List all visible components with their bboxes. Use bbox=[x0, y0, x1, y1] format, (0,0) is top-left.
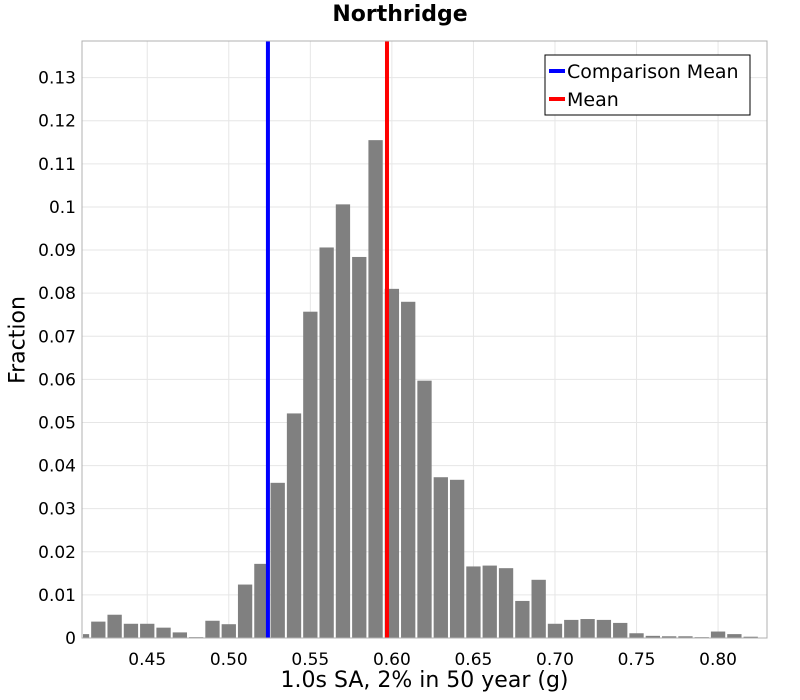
histogram-bar bbox=[498, 568, 514, 638]
histogram-bar bbox=[156, 627, 171, 638]
x-tick-label: 0.45 bbox=[128, 650, 166, 670]
y-tick-label: 0.09 bbox=[38, 241, 76, 261]
histogram-bar bbox=[221, 624, 236, 638]
histogram-bar bbox=[91, 621, 106, 638]
y-tick-label: 0.01 bbox=[38, 586, 76, 606]
histogram-bar bbox=[531, 579, 546, 638]
x-tick-label: 0.80 bbox=[699, 650, 737, 670]
histogram-bar bbox=[335, 204, 351, 638]
histogram-bar bbox=[580, 619, 595, 638]
histogram-bar bbox=[613, 622, 628, 638]
histogram-bar bbox=[629, 633, 644, 638]
histogram-bar bbox=[547, 623, 563, 638]
x-tick-label: 0.55 bbox=[291, 650, 329, 670]
x-tick-label: 0.50 bbox=[210, 650, 248, 670]
histogram-bar bbox=[107, 614, 122, 638]
histogram-bar bbox=[368, 140, 383, 638]
histogram-bar bbox=[205, 620, 220, 638]
x-tick-label: 0.65 bbox=[454, 650, 492, 670]
histogram-bar bbox=[678, 636, 693, 638]
histogram-bar bbox=[352, 256, 367, 638]
histogram-bar bbox=[83, 634, 90, 638]
histogram-bar bbox=[433, 477, 448, 638]
y-tick-label: 0.07 bbox=[38, 327, 76, 347]
histogram-bar bbox=[564, 619, 579, 638]
y-tick-label: 0.13 bbox=[38, 69, 76, 89]
histogram-bar bbox=[645, 635, 660, 638]
histogram-bar bbox=[743, 636, 758, 638]
y-tick-label: 0.06 bbox=[38, 370, 76, 390]
histogram-bar bbox=[482, 565, 497, 638]
y-tick-label: 0.03 bbox=[38, 500, 76, 520]
histogram-bar bbox=[515, 600, 530, 638]
chart-title: Northridge bbox=[332, 2, 468, 27]
histogram-bar bbox=[140, 623, 155, 638]
y-axis-label: Fraction bbox=[5, 296, 31, 384]
histogram-bar bbox=[270, 482, 285, 638]
histogram-bar bbox=[710, 631, 726, 638]
histogram-bar bbox=[727, 634, 742, 638]
x-tick-label: 0.60 bbox=[373, 650, 411, 670]
y-tick-label: 0.08 bbox=[38, 284, 76, 304]
y-tick-label: 0 bbox=[65, 629, 76, 649]
histogram-bar bbox=[172, 632, 188, 638]
y-tick-label: 0.11 bbox=[38, 155, 76, 175]
y-tick-label: 0.12 bbox=[38, 112, 76, 132]
histogram-bar bbox=[401, 301, 416, 638]
histogram-bar bbox=[466, 566, 481, 638]
histogram-bar bbox=[596, 619, 612, 638]
plot-frame bbox=[81, 40, 768, 639]
legend-label: Comparison Mean bbox=[567, 61, 739, 83]
histogram-bar bbox=[303, 311, 318, 638]
histogram-bar bbox=[123, 623, 139, 638]
histogram-bar bbox=[286, 413, 302, 638]
histogram-bar bbox=[319, 247, 334, 638]
histogram-bar bbox=[449, 479, 465, 638]
x-tick-label: 0.70 bbox=[536, 650, 574, 670]
histogram-bar bbox=[237, 584, 253, 638]
legend-box bbox=[544, 54, 751, 116]
histogram-bar bbox=[417, 380, 432, 638]
histogram-bar bbox=[254, 563, 269, 638]
histogram-bar bbox=[661, 636, 677, 638]
y-tick-label: 0.04 bbox=[38, 457, 76, 477]
legend-label: Mean bbox=[567, 89, 619, 111]
x-tick-label: 0.75 bbox=[618, 650, 656, 670]
x-axis-label: 1.0s SA, 2% in 50 year (g) bbox=[280, 668, 569, 693]
y-tick-label: 0.05 bbox=[38, 413, 76, 433]
y-tick-label: 0.02 bbox=[38, 543, 76, 563]
y-tick-label: 0.1 bbox=[49, 198, 76, 218]
